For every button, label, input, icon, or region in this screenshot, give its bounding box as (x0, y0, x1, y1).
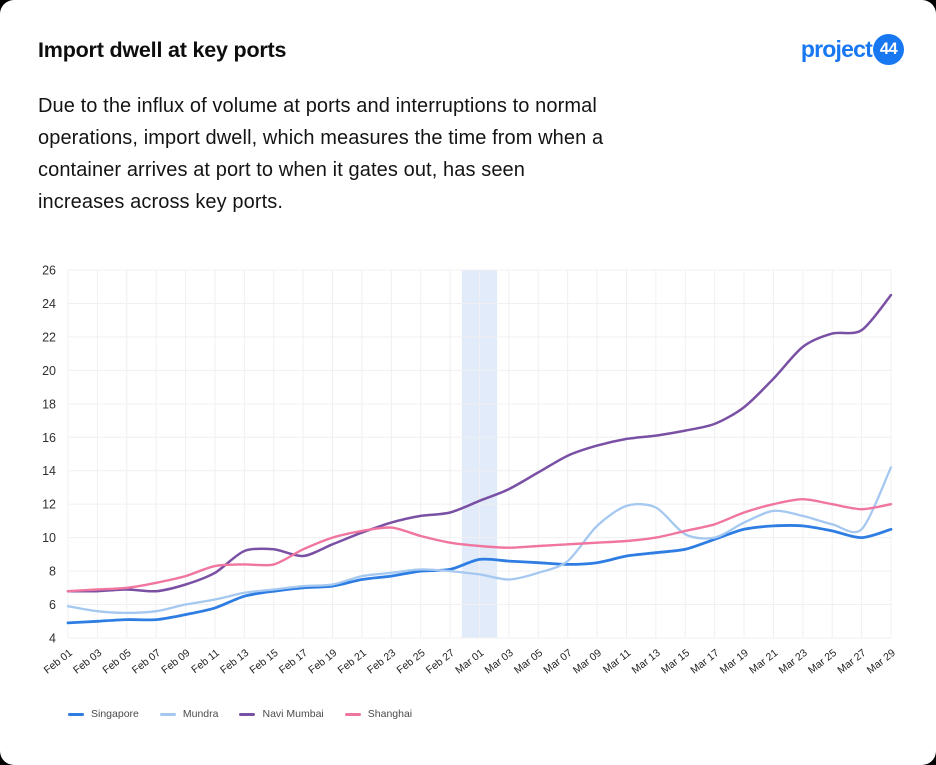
x-axis-label: Feb 17 (277, 647, 310, 677)
x-axis-label: Mar 11 (601, 647, 634, 676)
y-axis-label: 22 (42, 330, 56, 344)
y-axis-label: 4 (49, 632, 56, 646)
x-axis-label: Mar 23 (777, 647, 810, 677)
x-axis-label: Mar 01 (453, 647, 486, 677)
legend-marker-icon (68, 712, 84, 716)
x-axis-label: Mar 27 (835, 647, 868, 677)
x-axis-label: Mar 15 (659, 647, 692, 677)
series-line-mundra (66, 466, 893, 615)
legend-label: Mundra (182, 708, 219, 720)
x-axis-label: Mar 21 (747, 647, 780, 677)
legend-label: Singapore (91, 708, 139, 720)
y-axis-label: 10 (42, 531, 56, 545)
x-axis-label: Feb 01 (42, 647, 75, 677)
legend-marker-icon (344, 712, 361, 716)
x-axis-label: Feb 25 (394, 647, 427, 677)
legend-item-mundra[interactable]: Mundra (159, 708, 219, 720)
x-axis-label: Feb 27 (424, 647, 457, 677)
page-title: Import dwell at key ports (38, 38, 287, 62)
y-axis-label: 14 (42, 464, 56, 478)
chart-description: Due to the influx of volume at ports and… (38, 95, 604, 213)
series-line-singapore (66, 524, 893, 625)
x-axis-label: Mar 13 (630, 647, 663, 677)
x-axis-label: Feb 03 (71, 647, 104, 677)
y-axis-label: 18 (42, 397, 56, 411)
x-axis-label: Mar 07 (541, 647, 574, 677)
x-axis-label: Feb 15 (247, 647, 280, 677)
project44-logo: project 44 (801, 34, 904, 65)
legend-item-shanghai[interactable]: Shanghai (344, 708, 413, 720)
x-axis-label: Mar 17 (688, 647, 721, 677)
x-axis-label: Feb 21 (336, 647, 369, 677)
y-axis-label: 16 (42, 431, 56, 445)
legend-label: Shanghai (367, 708, 413, 720)
y-axis-label: 20 (42, 364, 56, 378)
x-axis-label: Mar 29 (865, 647, 898, 677)
x-axis-label: Feb 07 (130, 647, 163, 677)
header: Import dwell at key ports project 44 (38, 34, 904, 65)
y-axis-label: 12 (42, 498, 56, 512)
y-axis-label: 26 (42, 264, 56, 278)
legend-marker-icon (159, 712, 176, 716)
x-axis-label: Mar 25 (806, 647, 839, 677)
x-axis-label: Mar 19 (718, 647, 751, 677)
x-axis-label: Mar 05 (512, 647, 545, 677)
y-axis-label: 24 (42, 297, 56, 311)
legend-item-navi-mumbai[interactable]: Navi Mumbai (239, 708, 324, 720)
x-axis-label: Feb 23 (365, 647, 398, 677)
x-axis-label: Feb 09 (159, 647, 192, 677)
x-axis-label: Feb 11 (189, 647, 222, 676)
x-axis-label: Feb 05 (100, 647, 133, 677)
legend-marker-icon (239, 712, 256, 716)
chart-legend: Singapore Mundra Navi Mumbai Shanghai (68, 708, 898, 720)
legend-item-singapore[interactable]: Singapore (68, 708, 139, 720)
logo-wordmark: project (800, 36, 873, 62)
x-axis-label: Mar 03 (483, 647, 516, 677)
y-axis-label: 6 (49, 598, 56, 612)
x-axis-label: Feb 19 (306, 647, 339, 677)
legend-label: Navi Mumbai (262, 708, 324, 720)
y-axis-label: 8 (49, 565, 56, 579)
x-axis-label: Mar 09 (571, 647, 604, 677)
series-line-shanghai (66, 498, 893, 593)
series-line-navi-mumbai (66, 293, 893, 593)
x-axis-label: Feb 13 (218, 647, 251, 677)
logo-badge-icon: 44 (873, 34, 904, 65)
chart-container: 4 6 8 10 12 14 16 18 20 22 24 26 Feb 01 Feb 03 Feb 05 F… (0, 247, 936, 704)
